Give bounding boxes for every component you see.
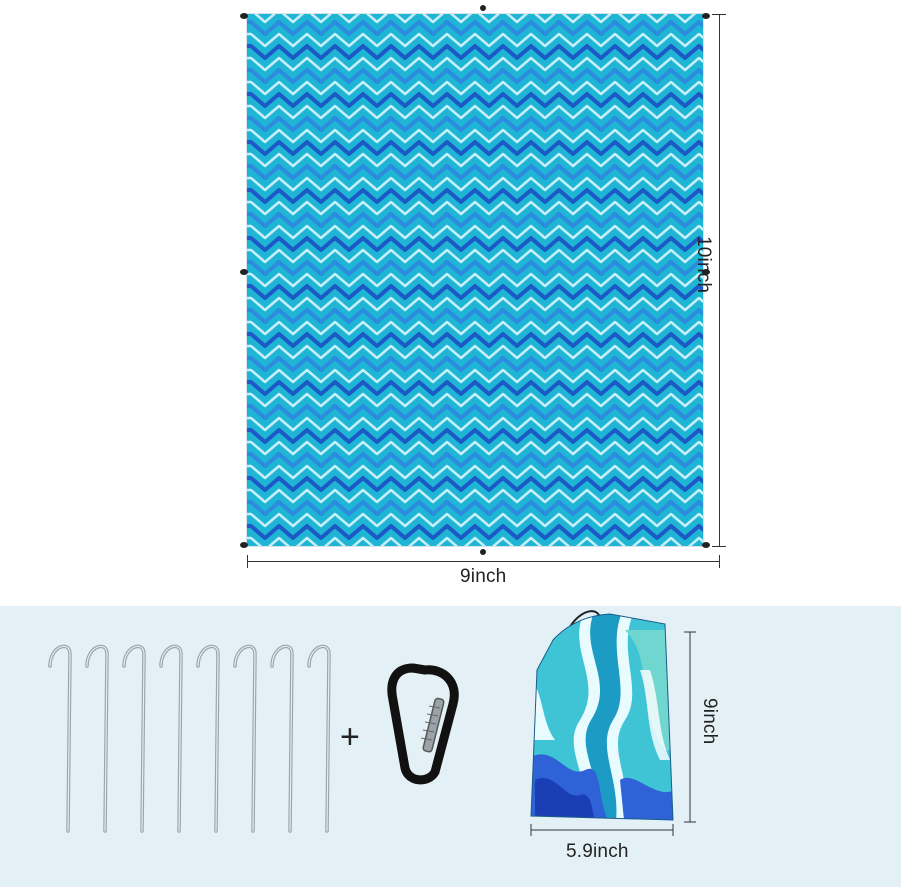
tent-stake — [233, 644, 257, 833]
wave-stripe — [247, 320, 703, 336]
wave-stripe — [247, 428, 703, 444]
wave-stripe — [247, 512, 703, 528]
pouch-height-label: 9inch — [699, 698, 720, 745]
wave-stripe — [247, 116, 703, 132]
beach-mat-image — [247, 14, 703, 546]
wave-stripe — [247, 344, 703, 360]
wave-stripe — [247, 488, 703, 504]
wave-stripe — [247, 44, 703, 60]
mat-width-label: 9inch — [460, 566, 507, 587]
corner-loop-icon — [480, 549, 486, 555]
wave-stripe — [247, 416, 703, 432]
tent-stake — [48, 644, 72, 833]
wave-stripe — [247, 248, 703, 264]
wave-stripe — [247, 176, 703, 192]
wave-stripe — [247, 272, 703, 288]
wave-stripe — [247, 224, 703, 240]
wave-stripe — [247, 392, 703, 408]
mat-height-label: 10inch — [693, 236, 714, 294]
tent-stake — [159, 644, 183, 833]
wave-stripe — [247, 152, 703, 168]
wave-stripe — [247, 80, 703, 96]
wave-stripe — [247, 284, 703, 300]
wave-stripe — [247, 68, 703, 84]
wave-stripe — [247, 380, 703, 396]
mat-height-line — [719, 14, 720, 546]
wave-stripe — [247, 212, 703, 228]
wave-stripe — [247, 536, 703, 546]
tent-stakes — [48, 644, 331, 833]
accessories-section — [0, 606, 901, 887]
wave-stripe — [247, 104, 703, 120]
mat-width-line — [247, 561, 720, 562]
pouch-width-label: 5.9inch — [566, 841, 629, 862]
corner-loop-icon — [240, 269, 248, 275]
wave-stripe — [247, 188, 703, 204]
storage-pouch — [530, 610, 696, 836]
wave-stripe — [247, 440, 703, 456]
tent-stake — [307, 644, 331, 833]
wave-stripe — [247, 260, 703, 276]
wave-stripe — [247, 56, 703, 72]
tent-stake — [196, 644, 220, 833]
wave-stripe — [247, 464, 703, 480]
plus-symbol: + — [340, 718, 360, 756]
corner-loop-icon — [702, 269, 710, 275]
mat-width-tick-right — [719, 555, 720, 568]
wave-stripe — [247, 524, 703, 540]
tent-stake — [85, 644, 109, 833]
mat-height-tick-bottom — [712, 546, 726, 547]
corner-loop-icon — [702, 542, 710, 548]
wave-stripe — [253, 14, 703, 24]
corner-loop-icon — [240, 542, 248, 548]
wave-stripe — [247, 236, 703, 252]
tent-stake — [270, 644, 294, 833]
wave-stripe — [247, 368, 703, 384]
wave-stripe — [247, 296, 703, 312]
wave-stripe — [247, 452, 703, 468]
wave-stripe — [247, 476, 703, 492]
corner-loop-icon — [480, 5, 486, 11]
corner-loop-icon — [240, 13, 248, 19]
corner-loop-icon — [702, 13, 710, 19]
wave-stripe — [247, 332, 703, 348]
wave-stripe — [247, 128, 703, 144]
mat-width-tick-left — [247, 555, 248, 568]
wave-pattern — [247, 14, 703, 546]
wave-stripe — [247, 92, 703, 108]
mat-loops — [240, 5, 710, 555]
wave-stripe — [247, 308, 703, 324]
wave-stripe — [247, 32, 703, 48]
tent-stake — [122, 644, 146, 833]
wave-stripe — [247, 20, 703, 36]
wave-stripe — [247, 200, 703, 216]
wave-stripe — [247, 500, 703, 516]
wave-stripe — [247, 140, 703, 156]
wave-stripe — [247, 164, 703, 180]
mat-height-tick-top — [712, 14, 726, 15]
wave-stripe — [247, 404, 703, 420]
carabiner-icon — [387, 663, 459, 785]
wave-stripe — [247, 356, 703, 372]
